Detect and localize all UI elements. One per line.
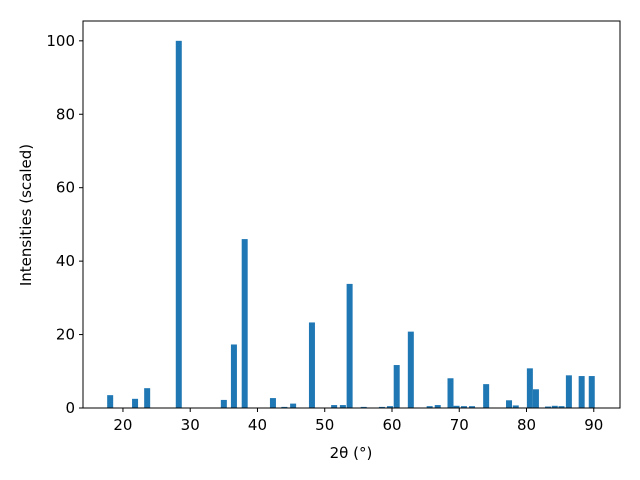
bar (545, 406, 552, 408)
x-tick-label: 40 (248, 416, 267, 434)
bar (483, 384, 490, 408)
plot-frame (82, 20, 621, 409)
bar (426, 406, 433, 408)
y-tick-label: 0 (65, 399, 75, 417)
y-axis-label: Intensities (scaled) (17, 144, 35, 286)
bar (551, 405, 558, 408)
x-axis-label: 2θ (°) (330, 444, 373, 462)
bar (588, 376, 595, 408)
x-tick-label: 60 (382, 416, 401, 434)
bar (526, 368, 533, 408)
bar (460, 406, 467, 408)
bar (453, 405, 460, 408)
bar (107, 395, 114, 408)
bar (469, 406, 476, 408)
bar (434, 405, 441, 408)
bar (241, 239, 248, 408)
x-tick-label: 30 (181, 416, 200, 434)
bar (578, 376, 585, 408)
bar (339, 405, 346, 408)
bar (290, 403, 297, 408)
bar (175, 40, 182, 408)
bar (532, 389, 539, 408)
y-tick-label: 60 (56, 179, 75, 197)
x-tick-label: 90 (584, 416, 603, 434)
bar (447, 378, 454, 408)
bar (360, 406, 367, 408)
bar (230, 344, 237, 408)
y-tick-label: 40 (56, 252, 75, 270)
y-tick-label: 100 (46, 32, 75, 50)
bar (220, 399, 227, 408)
bar (565, 375, 572, 408)
bar (393, 365, 400, 408)
bar (331, 405, 338, 408)
bar (506, 400, 513, 408)
bar (407, 331, 414, 408)
bar (346, 283, 353, 408)
y-tick-label: 80 (56, 105, 75, 123)
bar (558, 406, 565, 408)
x-tick-label: 20 (113, 416, 132, 434)
bar (281, 406, 288, 408)
bar (132, 398, 139, 408)
bar (308, 322, 315, 408)
bar (378, 406, 385, 408)
x-tick-label: 70 (450, 416, 469, 434)
bar (144, 388, 151, 408)
x-tick-label: 80 (517, 416, 536, 434)
bar (386, 406, 393, 408)
bar (269, 398, 276, 408)
bar (512, 405, 519, 408)
y-tick-label: 20 (56, 326, 75, 344)
x-tick-label: 50 (315, 416, 334, 434)
